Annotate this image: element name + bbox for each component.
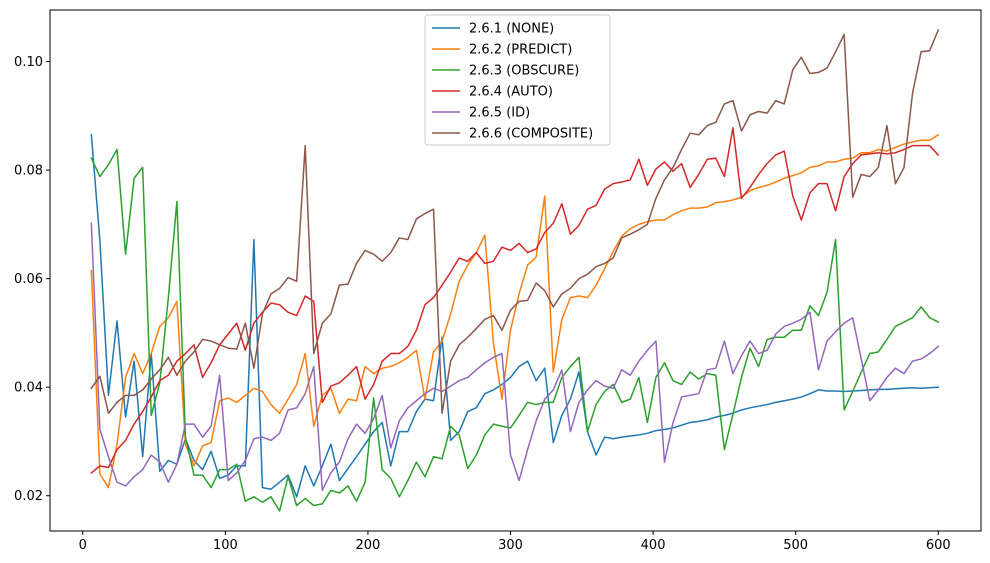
x-tick-label: 600 <box>926 538 951 553</box>
legend-box <box>424 14 611 146</box>
x-tick-label: 300 <box>498 538 523 553</box>
y-tick-label: 0.02 <box>14 489 43 504</box>
series-line-1 <box>90 134 940 498</box>
legend-label-3: 2.6.3 (OBSCURE) <box>469 64 579 79</box>
legend-label-6: 2.6.6 (COMPOSITE) <box>469 127 593 142</box>
y-tick-label: 0.10 <box>14 55 43 70</box>
series-line-4 <box>90 127 940 474</box>
legend-label-2: 2.6.2 (PREDICT) <box>469 43 572 58</box>
x-axis: 0 100 200 300 400 500 600 <box>79 531 951 553</box>
x-tick-label: 400 <box>641 538 666 553</box>
plot-frame <box>49 9 982 532</box>
y-tick-label: 0.04 <box>14 381 43 396</box>
legend-label-1: 2.6.1 (NONE) <box>469 22 554 37</box>
x-tick-label: 100 <box>213 538 238 553</box>
y-axis: 0.02 0.04 0.06 0.08 0.10 <box>14 55 50 504</box>
y-tick-label: 0.08 <box>14 164 43 179</box>
x-tick-label: 500 <box>783 538 808 553</box>
legend-items: 2.6.1 (NONE) 2.6.2 (PREDICT) 2.6.3 (OBSCUR… <box>432 22 593 142</box>
x-tick-label: 200 <box>356 538 381 553</box>
legend-label-5: 2.6.5 (ID) <box>469 106 530 121</box>
x-tick-label: 0 <box>79 538 87 553</box>
series-line-2 <box>90 133 940 489</box>
legend: 2.6.1 (NONE) 2.6.2 (PREDICT) 2.6.3 (OBSCUR… <box>424 14 611 146</box>
y-tick-label: 0.06 <box>14 272 43 287</box>
legend-label-4: 2.6.4 (AUTO) <box>469 85 553 100</box>
series-line-5 <box>90 222 940 492</box>
series-line-6 <box>90 29 940 414</box>
series-layer <box>90 29 940 512</box>
series-line-3 <box>90 148 940 512</box>
